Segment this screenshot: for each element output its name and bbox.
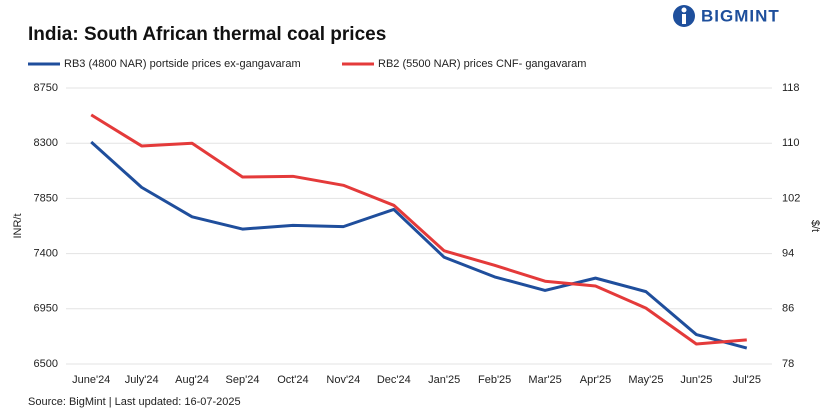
y2-tick-label: 102 [782,192,800,204]
logo: BIGMINT [673,5,780,27]
y2-tick-label: 94 [782,248,794,260]
y-tick-label: 8750 [34,82,58,94]
legend-label: RB3 (4800 NAR) portside prices ex-gangav… [64,58,301,70]
x-tick-label: Jul'25 [733,374,761,386]
x-tick-label: Aug'24 [175,374,209,386]
x-tick-label: May'25 [628,374,663,386]
y2-tick-label: 78 [782,358,794,370]
x-tick-label: Jan'25 [428,374,460,386]
x-tick-label: Sep'24 [226,374,260,386]
x-tick-label: Feb'25 [478,374,511,386]
brand: BIGMINT [701,6,780,25]
series-line [90,140,748,350]
y-axis-label: INR/t [12,213,24,238]
logo-icon-dot [681,7,687,13]
x-tick-label: June'24 [72,374,110,386]
x-tick-label: Mar'25 [528,374,561,386]
y-tick-label: 7400 [34,248,58,260]
source: Source: BigMint | Last updated: 16-07-20… [28,396,241,408]
x-tick-label: Jun'25 [680,374,712,386]
x-tick-label: Dec'24 [377,374,411,386]
y-tick-label: 6950 [34,303,58,315]
series-line [90,113,747,346]
x-tick-label: Apr'25 [580,374,611,386]
x-tick-label: July'24 [125,374,159,386]
legend-label: RB2 (5500 NAR) prices CNF- gangavaram [378,58,586,70]
x-tick-label: Oct'24 [277,374,308,386]
y-tick-label: 6500 [34,358,58,370]
chart-title: India: South African thermal coal prices [28,24,386,45]
y2-axis-label: $/t [809,220,821,232]
y2-tick-label: 118 [782,82,800,94]
y2-tick-label: 110 [782,137,800,149]
logo-icon-bar [682,14,686,24]
x-tick-label: Nov'24 [326,374,360,386]
y-tick-label: 8300 [34,137,58,149]
y2-tick-label: 86 [782,303,794,315]
y-tick-label: 7850 [34,192,58,204]
